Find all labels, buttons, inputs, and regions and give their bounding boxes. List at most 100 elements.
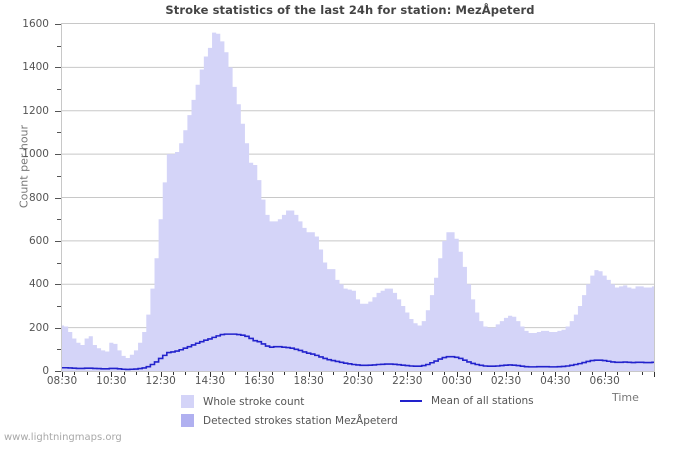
x-tick-mark xyxy=(382,371,384,375)
x-tick-mark xyxy=(567,371,569,375)
y-tick-mark xyxy=(57,132,61,134)
x-tick-label: 12:30 xyxy=(145,375,176,387)
x-tick-label: 22:30 xyxy=(392,375,423,387)
x-tick-mark xyxy=(197,371,199,375)
y-tick-mark xyxy=(55,371,61,372)
x-tick-mark xyxy=(395,371,396,375)
mean-of-all-stations-line xyxy=(62,333,654,371)
x-tick-mark xyxy=(432,371,433,375)
gridlines xyxy=(62,66,654,329)
x-tick-mark xyxy=(173,371,174,375)
x-axis-label: Time xyxy=(612,391,639,404)
x-tick-label: 16:30 xyxy=(244,375,275,387)
x-tick-mark xyxy=(506,371,507,377)
y-tick-mark xyxy=(55,240,61,242)
x-tick-mark xyxy=(469,371,470,375)
y-tick-mark xyxy=(57,349,61,351)
chart-legend: Whole stroke count Mean of all stations … xyxy=(0,392,700,432)
y-tick-label: 400 xyxy=(28,278,49,291)
x-tick-mark xyxy=(345,371,347,375)
y-tick-mark xyxy=(57,219,61,221)
y-tick-label: 1400 xyxy=(22,61,49,74)
area-swatch-icon xyxy=(181,414,194,427)
y-tick-label: 1200 xyxy=(22,104,49,117)
x-tick-mark xyxy=(74,371,76,375)
page-title: Stroke statistics of the last 24h for st… xyxy=(165,3,535,17)
legend-label: Mean of all stations xyxy=(431,395,534,407)
x-tick-mark xyxy=(641,371,643,375)
x-tick-mark xyxy=(148,371,150,375)
legend-label: Whole stroke count xyxy=(203,395,305,408)
x-tick-mark xyxy=(234,371,236,375)
y-tick-mark xyxy=(55,327,61,329)
whole-stroke-count-area xyxy=(62,32,654,371)
plot-area xyxy=(61,23,655,372)
y-tick-mark xyxy=(57,305,61,307)
x-tick-mark xyxy=(518,371,520,375)
x-tick-mark xyxy=(629,371,631,375)
x-tick-mark xyxy=(370,371,372,375)
y-tick-mark xyxy=(57,45,61,47)
y-tick-mark xyxy=(57,262,61,264)
y-tick-mark xyxy=(57,89,61,91)
x-tick-mark xyxy=(123,371,125,375)
legend-item-whole-stroke-count: Whole stroke count xyxy=(181,395,304,408)
x-tick-mark xyxy=(222,371,224,375)
x-tick-mark xyxy=(654,371,655,377)
x-tick-mark xyxy=(407,371,409,377)
x-tick-label: 06:30 xyxy=(589,375,620,387)
x-tick-label: 14:30 xyxy=(194,375,226,387)
x-tick-mark xyxy=(284,371,285,375)
x-tick-mark xyxy=(321,371,322,375)
y-tick-mark xyxy=(57,175,61,177)
y-tick-label: 200 xyxy=(28,321,49,334)
x-tick-mark xyxy=(259,371,261,377)
x-tick-mark xyxy=(271,371,273,375)
x-tick-mark xyxy=(592,371,594,375)
x-tick-label: 18:30 xyxy=(293,375,324,387)
x-tick-mark xyxy=(580,371,581,375)
x-tick-mark xyxy=(62,371,63,377)
y-tick-label: 800 xyxy=(28,191,49,204)
y-tick-label: 600 xyxy=(28,234,49,247)
x-tick-mark xyxy=(555,371,557,377)
x-tick-label: 04:30 xyxy=(540,375,571,387)
x-tick-mark xyxy=(543,371,544,375)
x-tick-mark xyxy=(493,371,495,375)
x-tick-mark xyxy=(296,371,298,375)
x-tick-mark xyxy=(308,371,310,377)
line-swatch-icon xyxy=(400,400,422,402)
y-axis-label: Count per hour xyxy=(17,124,31,209)
plot-canvas xyxy=(62,32,654,371)
x-tick-label: 08:30 xyxy=(46,375,78,387)
x-tick-label: 20:30 xyxy=(342,375,374,387)
legend-item-mean-of-all-stations: Mean of all stations xyxy=(400,395,534,407)
y-tick-mark xyxy=(55,197,61,199)
x-tick-mark xyxy=(160,371,162,377)
x-tick-mark xyxy=(617,371,618,375)
y-tick-mark xyxy=(55,284,61,286)
y-tick-label: 1600 xyxy=(22,18,49,30)
x-tick-mark xyxy=(604,371,606,377)
y-tick-mark xyxy=(55,67,61,69)
site-watermark: www.lightningmaps.org xyxy=(4,432,122,443)
x-tick-label: 10:30 xyxy=(96,375,127,387)
legend-label: Detected strokes station MezÅpeterd xyxy=(203,414,398,427)
x-tick-label: 02:30 xyxy=(490,375,522,387)
x-tick-label: 00:30 xyxy=(441,375,472,387)
x-tick-mark xyxy=(111,371,113,377)
legend-item-detected-strokes-station: Detected strokes station MezÅpeterd xyxy=(181,414,398,427)
x-tick-mark xyxy=(419,371,421,375)
x-tick-mark xyxy=(481,371,483,375)
x-tick-mark xyxy=(456,371,458,377)
x-tick-mark xyxy=(136,371,137,375)
x-tick-mark xyxy=(358,371,359,377)
y-tick-mark xyxy=(55,154,61,156)
y-tick-label: 1000 xyxy=(22,148,49,161)
x-tick-mark xyxy=(530,371,532,375)
x-tick-mark xyxy=(86,371,88,375)
y-tick-mark xyxy=(55,24,61,25)
area-swatch-icon xyxy=(181,395,194,408)
y-tick-mark xyxy=(55,110,61,112)
